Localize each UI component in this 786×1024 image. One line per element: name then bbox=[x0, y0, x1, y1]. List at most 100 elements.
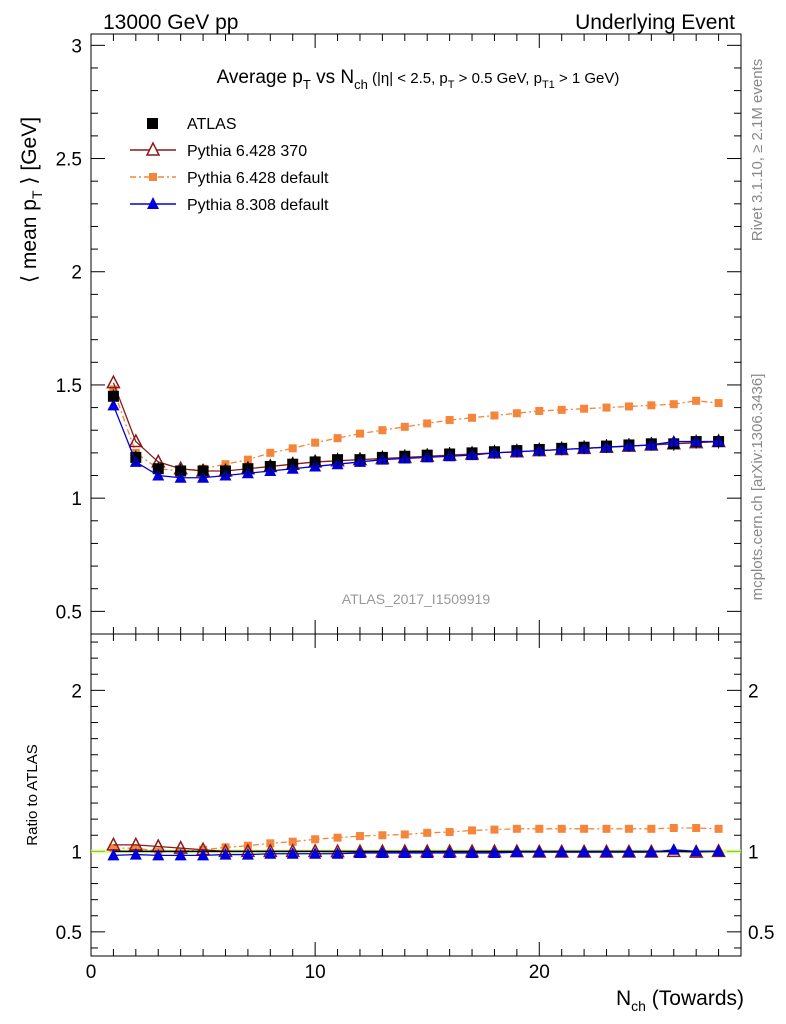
ratio-point-pythia8-default bbox=[533, 845, 546, 858]
main-point-pythia6-default bbox=[624, 402, 633, 411]
ratio-plot-frame bbox=[90, 633, 742, 957]
main-y-tick-labels: 0.5 1 1.5 2 2.5 3 bbox=[56, 36, 82, 623]
main-series-group bbox=[106, 374, 726, 483]
x-tick-label: 20 bbox=[529, 962, 550, 983]
main-point-pythia6-default bbox=[423, 419, 432, 428]
ratio-point-pythia6-default bbox=[714, 824, 723, 833]
ratio-point-pythia6-default bbox=[221, 843, 230, 852]
ratio-point-pythia8-default bbox=[353, 846, 366, 858]
main-point-pythia6-default bbox=[355, 429, 364, 438]
ratio-point-pythia6-default bbox=[580, 824, 589, 833]
main-point-pythia6-default bbox=[580, 404, 589, 413]
ratio-point-pythia6-default bbox=[355, 832, 364, 841]
main-point-pythia6-default bbox=[647, 401, 656, 410]
ratio-point-pythia8-default bbox=[712, 844, 725, 857]
main-point-pythia6-default bbox=[400, 422, 409, 431]
ratio-point-pythia6-default bbox=[378, 831, 387, 840]
ratio-point-pythia8-default bbox=[578, 845, 591, 858]
ratio-point-pythia6-default bbox=[109, 844, 118, 853]
ratio-y-tick-label-right: 2 bbox=[748, 681, 759, 702]
ratio-point-pythia8-default bbox=[309, 847, 322, 859]
x-axis-label: Nch (Towards) bbox=[616, 987, 744, 1014]
legend-marker-pythia8-default bbox=[147, 197, 159, 209]
rivet-version-label: Rivet 3.1.10, ≥ 2.1M events bbox=[749, 59, 766, 242]
ratio-point-pythia6-default bbox=[400, 830, 409, 839]
ratio-point-pythia6-default bbox=[311, 835, 320, 844]
legend: ATLAS Pythia 6.428 370 Pythia 6.428 defa… bbox=[130, 116, 329, 214]
ratio-point-pythia8-default bbox=[129, 848, 142, 860]
main-point-pythia6-default bbox=[669, 400, 678, 409]
ratio-series-line-pythia6-default bbox=[113, 827, 719, 852]
ratio-y-tick-label-left: 2 bbox=[71, 681, 82, 702]
ratio-y-tick-label-left: 0.5 bbox=[56, 923, 82, 944]
ratio-point-pythia6-default bbox=[669, 824, 678, 833]
legend-marker-atlas bbox=[147, 118, 158, 129]
main-point-pythia6-default bbox=[266, 448, 275, 457]
main-point-pythia6-default bbox=[490, 411, 499, 420]
ratio-point-pythia6-default bbox=[490, 825, 499, 834]
ratio-point-pythia8-default bbox=[645, 845, 658, 858]
ratio-axis-ticks bbox=[90, 634, 742, 956]
ratio-point-pythia6-default bbox=[445, 828, 454, 837]
main-y-axis-label: ⟨ mean pT ⟩ [GeV] bbox=[18, 117, 45, 283]
legend-item-pythia6-default: Pythia 6.428 default bbox=[130, 170, 329, 187]
ratio-point-pythia8-default bbox=[421, 846, 434, 858]
ratio-point-pythia8-default bbox=[331, 847, 344, 859]
ratio-y-axis-label: Ratio to ATLAS bbox=[24, 744, 41, 845]
ratio-point-pythia8-default bbox=[398, 846, 411, 858]
ratio-point-pythia6-default bbox=[624, 824, 633, 833]
legend-marker-pythia6-default bbox=[149, 173, 157, 181]
main-point-pythia6-default bbox=[288, 444, 297, 453]
ratio-point-pythia8-default bbox=[466, 846, 479, 858]
main-point-pythia6-370 bbox=[128, 433, 144, 448]
energy-label: 13000 GeV pp bbox=[103, 11, 238, 34]
ratio-point-pythia6-default bbox=[647, 824, 656, 833]
main-point-pythia6-default bbox=[557, 405, 566, 414]
ratio-point-pythia8-default bbox=[152, 848, 165, 861]
main-point-pythia6-370 bbox=[106, 374, 121, 389]
ratio-point-pythia8-default bbox=[197, 848, 210, 861]
main-series-line-pythia8-default bbox=[112, 405, 719, 479]
main-point-pythia8-default bbox=[107, 398, 120, 411]
x-tick-label: 10 bbox=[305, 962, 326, 983]
ratio-y-tick-labels: 0.5 0.5 1 1 2 2 bbox=[56, 681, 775, 944]
ratio-point-pythia8-default bbox=[286, 847, 299, 859]
ratio-y-tick-label-right: 0.5 bbox=[748, 923, 774, 944]
legend-label-pythia6-370: Pythia 6.428 370 bbox=[187, 143, 307, 160]
ratio-point-pythia6-default bbox=[692, 824, 701, 833]
ratio-series-group bbox=[91, 824, 741, 861]
main-point-pythia6-default bbox=[378, 426, 387, 435]
main-point-pythia6-default bbox=[535, 406, 544, 415]
ratio-point-pythia8-default bbox=[443, 846, 456, 858]
y-tick-label: 2.5 bbox=[56, 150, 82, 171]
ratio-point-pythia8-default bbox=[690, 844, 703, 857]
ratio-point-pythia8-default bbox=[376, 846, 389, 858]
main-point-pythia6-default bbox=[333, 434, 342, 443]
main-point-pythia6-default bbox=[468, 413, 477, 422]
main-series-line-pythia6-default bbox=[112, 389, 719, 472]
main-point-pythia6-default bbox=[512, 409, 521, 418]
main-point-pythia6-default bbox=[692, 396, 701, 405]
main-point-pythia6-default bbox=[445, 416, 454, 425]
legend-item-atlas: ATLAS bbox=[147, 116, 237, 133]
ratio-point-pythia8-default bbox=[600, 845, 613, 858]
x-tick-labels: 0 10 20 bbox=[86, 962, 550, 983]
y-tick-label: 1.5 bbox=[56, 376, 82, 397]
main-point-pythia6-default bbox=[311, 438, 320, 447]
ratio-point-pythia6-default bbox=[423, 828, 432, 837]
y-tick-label: 2 bbox=[71, 263, 82, 284]
ratio-y-tick-label-left: 1 bbox=[71, 842, 82, 863]
ratio-point-pythia8-default bbox=[219, 848, 232, 860]
ratio-point-pythia8-default bbox=[510, 845, 523, 858]
ratio-point-pythia6-default bbox=[512, 824, 521, 833]
legend-label-pythia6-default: Pythia 6.428 default bbox=[187, 170, 329, 187]
ratio-y-tick-label-right: 1 bbox=[748, 842, 759, 863]
ratio-point-pythia8-default bbox=[174, 848, 187, 861]
ratio-series-line-pythia8-default bbox=[113, 849, 719, 857]
main-point-pythia6-default bbox=[243, 455, 252, 464]
ratio-point-pythia8-default bbox=[264, 847, 277, 859]
mcplots-label: mcplots.cern.ch [arXiv:1306.3436] bbox=[749, 374, 766, 601]
ratio-point-pythia6-default bbox=[535, 824, 544, 833]
legend-marker-pythia6-370 bbox=[145, 141, 161, 156]
